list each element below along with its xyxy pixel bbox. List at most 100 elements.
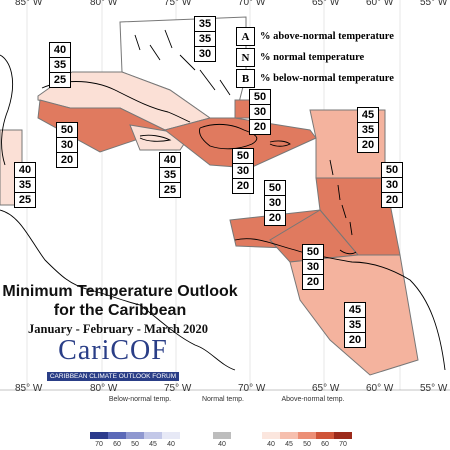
prob-above: 50 [382, 163, 402, 178]
lon-label-bottom-80: 80° W [90, 383, 118, 394]
colorbar-swatch-below-2 [126, 432, 144, 439]
colorbar-title-above: Above-normal temp. [281, 396, 345, 403]
key-letter-n: N [236, 48, 255, 67]
key-row-above: A % above-normal temperature [236, 26, 416, 47]
lon-label-bottom-75: 75° W [164, 383, 192, 394]
lon-label-bottom-55: 55° W [420, 383, 448, 394]
lon-label-top-55: 55° W [420, 0, 448, 8]
region-hispaniola [163, 117, 317, 169]
colorbar-swatch-above-3 [316, 432, 334, 439]
prob-below: 25 [163, 184, 177, 196]
key-text-below: % below-normal temperature [260, 73, 394, 84]
prob-above: 50 [57, 123, 77, 138]
prob-above: 35 [195, 17, 215, 32]
logo-subtext: CARIBBEAN CLIMATE OUTLOOK FORUM [46, 372, 180, 381]
prob-above: 40 [50, 43, 70, 58]
lon-label-top-70: 70° W [238, 0, 266, 8]
key-text-above: % above-normal temperature [260, 31, 394, 42]
prob-box-cuba: 40 35 25 [49, 42, 71, 88]
prob-normal: 30 [233, 164, 253, 179]
colorbar-swatch-above-1 [280, 432, 298, 439]
colorbar-tick-above-2: 50 [303, 441, 311, 448]
colorbar-swatch-below-0 [90, 432, 108, 439]
gulf-coast-outline [0, 54, 14, 166]
lon-label-bottom-70: 70° W [238, 383, 266, 394]
prob-below: 20 [385, 194, 399, 206]
colorbar-swatch-below-3 [144, 432, 162, 439]
prob-box-western-caribbean: 50 30 20 [56, 122, 78, 168]
prob-below: 20 [60, 154, 74, 166]
title-line-2: for the Caribbean [53, 302, 187, 319]
hispaniola-outline [199, 123, 258, 150]
colorbar-tick-below-3: 45 [149, 441, 157, 448]
prob-below: 20 [306, 276, 320, 288]
central-america-outline [0, 209, 236, 371]
cuba-outline [41, 81, 191, 123]
lon-label-bottom-65: 65° W [312, 383, 340, 394]
colorbar-swatch-above-2 [298, 432, 316, 439]
prob-box-southern-caribbean: 50 30 20 [302, 244, 324, 290]
jamaica-outline [139, 134, 172, 142]
colorbar-tick-above-3: 60 [321, 441, 329, 448]
prob-below: 25 [53, 74, 67, 86]
prob-below: 20 [268, 212, 282, 224]
lon-label-top-75: 75° W [164, 0, 192, 8]
south-america-outline [234, 238, 446, 371]
prob-above: 45 [345, 303, 365, 318]
prob-above: 40 [160, 153, 180, 168]
colorbar-tick-above-1: 45 [285, 441, 293, 448]
bahamas-outline [134, 29, 231, 96]
colorbar-tick-above-4: 70 [339, 441, 347, 448]
logo-text: CariCOF [58, 335, 168, 366]
lon-label-bottom-85: 85° W [15, 383, 43, 394]
prob-normal: 35 [50, 58, 70, 73]
key-text-normal: % normal temperature [260, 52, 365, 63]
colorbar-tick-below-0: 70 [95, 441, 103, 448]
region-polygons [0, 16, 419, 376]
prob-box-northeast-caribbean: 45 35 20 [357, 107, 379, 153]
lesser-antilles-outline [329, 159, 353, 236]
prob-box-bahamas: 35 35 30 [194, 16, 216, 62]
colorbar-swatch-above-0 [262, 432, 280, 439]
prob-box-belize: 40 35 25 [14, 162, 36, 208]
prob-normal: 35 [345, 318, 365, 333]
prob-normal: 30 [57, 138, 77, 153]
colorbar-swatch-normal-0 [213, 432, 231, 439]
prob-box-jamaica: 40 35 25 [159, 152, 181, 198]
prob-above: 50 [303, 245, 323, 260]
lon-label-top-65: 65° W [312, 0, 340, 8]
prob-normal: 30 [382, 178, 402, 193]
prob-box-guianas: 45 35 20 [344, 302, 366, 348]
colorbar-tick-below-1: 60 [113, 441, 121, 448]
colorbar-title-normal: Normal temp. [201, 396, 244, 403]
key-row-below: B % below-normal temperature [236, 68, 416, 89]
prob-below: 20 [253, 121, 267, 133]
caricof-logo: CariCOF CARIBBEAN CLIMATE OUTLOOK FORUM [38, 335, 188, 381]
prob-normal: 30 [265, 196, 285, 211]
probability-key: A % above-normal temperature N % normal … [236, 26, 416, 89]
prob-normal: 35 [195, 32, 215, 47]
prob-below: 30 [198, 48, 212, 60]
lon-label-bottom-60: 60° W [366, 383, 394, 394]
period-label: January - February - March 2020 [28, 322, 208, 336]
title-line-1: Minimum Temperature Outlook [2, 283, 238, 300]
colorbar-swatch-below-1 [108, 432, 126, 439]
prob-box-turks-caicos: 50 30 20 [249, 89, 271, 135]
colorbar-tick-above-0: 40 [267, 441, 275, 448]
trinidad-outline [339, 249, 357, 255]
map-title: Minimum Temperature Outlook for the Cari… [0, 282, 240, 320]
region-turks-caicos [234, 99, 251, 119]
prob-normal: 35 [15, 178, 35, 193]
colorbar-tick-normal-0: 40 [218, 441, 226, 448]
colorbar-tick-below-2: 50 [131, 441, 139, 448]
prob-box-lesser-antilles: 50 30 20 [381, 162, 403, 208]
key-row-normal: N % normal temperature [236, 47, 416, 68]
prob-below: 20 [361, 139, 375, 151]
prob-above: 50 [233, 149, 253, 164]
prob-below: 20 [348, 334, 362, 346]
colorbar-swatch-below-4 [162, 432, 180, 439]
lon-label-top-60: 60° W [366, 0, 394, 8]
prob-normal: 35 [358, 123, 378, 138]
prob-above: 40 [15, 163, 35, 178]
